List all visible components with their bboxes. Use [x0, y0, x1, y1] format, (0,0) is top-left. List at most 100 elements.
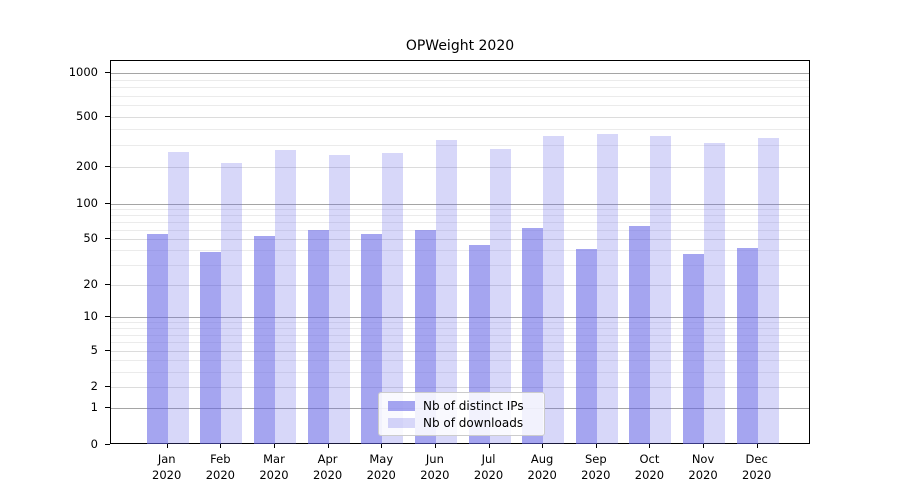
gridline-minor	[111, 95, 809, 97]
y-tick-mark	[105, 350, 110, 351]
gridline-sub	[111, 239, 809, 240]
x-tick-label: Dec 2020	[730, 451, 784, 483]
x-tick-label: Feb 2020	[193, 451, 247, 483]
y-tick-label: 500	[76, 109, 98, 123]
bar-distinct-ips-sep	[575, 249, 597, 444]
bar-distinct-ips-dec	[736, 247, 758, 444]
x-tick-mark	[756, 444, 758, 448]
legend-label-downloads: Nb of downloads	[423, 415, 524, 430]
x-tick-mark	[595, 444, 597, 448]
gridline-minor	[111, 144, 809, 146]
bar-downloads-may	[382, 153, 404, 444]
gridline-sub	[111, 351, 809, 352]
x-tick-mark	[488, 444, 490, 448]
bar-distinct-ips-nov	[683, 254, 705, 444]
legend-entry-downloads: Nb of downloads	[388, 416, 544, 430]
y-tick-label: 1	[90, 399, 98, 414]
gridline-minor	[111, 372, 809, 374]
gridline-minor	[111, 87, 809, 89]
gridline-sub	[111, 387, 809, 388]
bar-distinct-ips-may	[361, 234, 383, 444]
gridline-minor	[111, 79, 809, 81]
gridline-minor	[111, 264, 809, 266]
gridline-minor	[111, 334, 809, 336]
x-tick-mark	[542, 444, 544, 448]
bar-downloads-dec	[757, 137, 779, 444]
y-tick-label: 20	[83, 277, 98, 291]
gridline-sub	[111, 117, 809, 118]
gridline-sub	[111, 285, 809, 286]
bar-downloads-oct	[650, 135, 672, 444]
gridline-minor	[111, 328, 809, 330]
x-tick-label-year: 2020	[634, 468, 665, 482]
x-tick-label-year: 2020	[420, 468, 450, 482]
legend-label-distinct-ips: Nb of distinct IPs	[423, 398, 524, 413]
x-tick-label-year: 2020	[527, 468, 557, 482]
y-tick-label: 5	[90, 343, 98, 357]
x-tick-label: Jun 2020	[408, 451, 462, 483]
gridline-major	[111, 317, 809, 318]
y-tick-mark	[105, 406, 110, 408]
x-tick-label-year: 2020	[366, 468, 396, 482]
y-tick-mark	[105, 284, 110, 285]
x-tick-label: Aug 2020	[515, 451, 569, 483]
legend-swatch-downloads	[388, 417, 415, 428]
bar-downloads-jan	[167, 151, 189, 444]
bar-downloads-jun	[435, 140, 457, 444]
bar-downloads-aug	[543, 136, 565, 444]
bar-downloads-sep	[596, 133, 618, 444]
bar-distinct-ips-feb	[200, 251, 222, 444]
x-tick-label: Oct 2020	[622, 451, 676, 483]
gridline-minor	[111, 322, 809, 324]
x-tick-label: May 2020	[354, 451, 408, 483]
x-tick-label: Jul 2020	[462, 451, 516, 483]
bar-downloads-nov	[704, 142, 726, 444]
y-tick-mark	[105, 444, 110, 445]
x-tick-label-year: 2020	[312, 468, 343, 482]
x-tick-label-year: 2020	[473, 468, 504, 482]
x-tick-label: Nov 2020	[676, 451, 730, 483]
gridline-minor	[111, 105, 809, 107]
legend-entry-distinct-ips: Nb of distinct IPs	[388, 399, 544, 413]
x-tick-mark	[220, 444, 222, 448]
y-tick-mark	[105, 316, 110, 317]
x-tick-label-year: 2020	[581, 468, 611, 482]
gridline-minor	[111, 221, 809, 223]
gridline-minor	[111, 360, 809, 362]
bar-downloads-mar	[274, 150, 296, 444]
plot-area	[110, 60, 810, 444]
y-tick-label: 10	[83, 309, 98, 323]
x-tick-mark	[703, 444, 705, 448]
legend: Nb of distinct IPs Nb of downloads	[378, 392, 545, 436]
x-tick-label: Jan 2020	[140, 451, 194, 483]
x-tick-mark	[273, 444, 275, 448]
bar-downloads-feb	[221, 163, 243, 444]
gridline-major	[111, 73, 809, 74]
bar-downloads-jul	[489, 149, 511, 444]
gridline-minor	[111, 250, 809, 252]
gridline-minor	[111, 209, 809, 211]
x-tick-label-year: 2020	[259, 468, 289, 482]
x-tick-label-year: 2020	[205, 468, 235, 482]
y-tick-mark	[105, 202, 110, 204]
y-tick-label: 1000	[68, 65, 98, 79]
gridline-minor	[111, 342, 809, 344]
gridline-minor	[111, 229, 809, 231]
bar-distinct-ips-apr	[307, 229, 329, 444]
x-tick-mark	[434, 444, 436, 448]
y-tick-mark	[105, 116, 110, 117]
legend-swatch-distinct-ips	[388, 400, 415, 411]
chart-title: OPWeight 2020	[405, 38, 515, 54]
bar-distinct-ips-jun	[414, 229, 436, 444]
x-tick-mark	[649, 444, 651, 448]
bar-downloads-apr	[328, 155, 350, 444]
bar-distinct-ips-jan	[146, 234, 168, 444]
x-tick-label-year: 2020	[152, 468, 182, 482]
y-tick-label: 0	[90, 437, 98, 451]
bar-distinct-ips-aug	[522, 228, 544, 444]
gridline-major	[111, 203, 809, 205]
y-tick-label: 200	[76, 159, 98, 173]
x-tick-label: Apr 2020	[301, 451, 355, 483]
x-tick-label-year: 2020	[742, 468, 772, 482]
